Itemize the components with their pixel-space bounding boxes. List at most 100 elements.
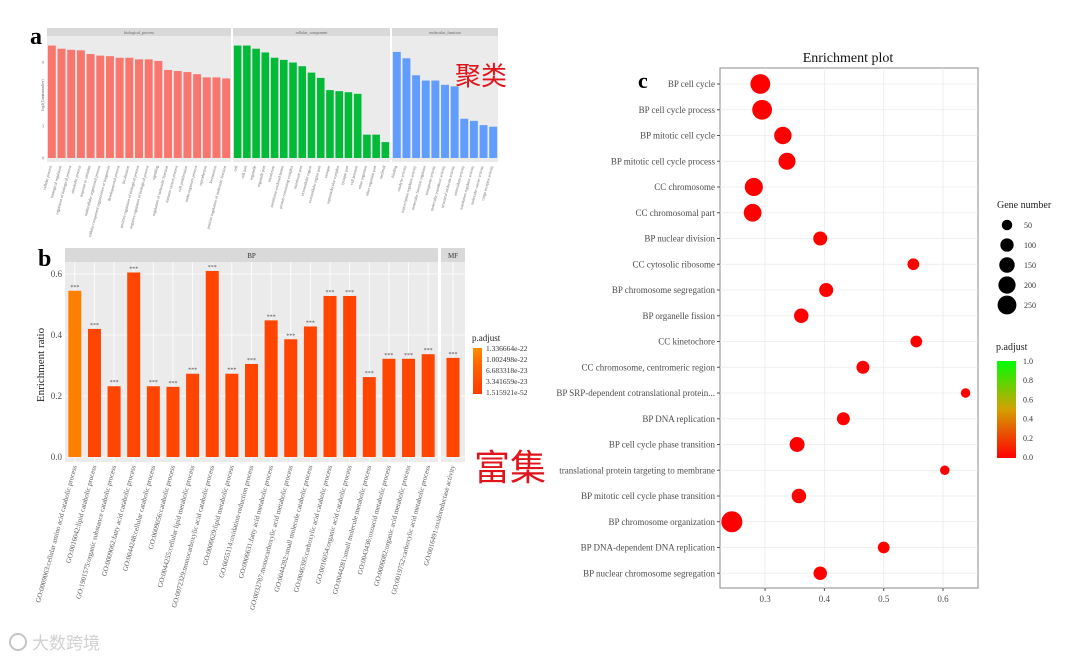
color-legend-label: 0.4 <box>1023 415 1033 424</box>
facet-strip <box>441 248 465 262</box>
data-point <box>877 541 890 554</box>
chart-title: Enrichment plot <box>803 51 894 66</box>
x-tick-label: membrane <box>266 165 275 183</box>
enrichment-annotation: 富集 <box>474 448 546 488</box>
x-tick-label: GO:0019752:carboxylic acid metabolic pro… <box>390 464 432 595</box>
data-point <box>778 152 796 170</box>
bar <box>303 326 317 457</box>
x-tick-label: cell part <box>240 164 248 179</box>
bar <box>87 328 101 457</box>
facet-strip-label: biological_process <box>124 30 154 35</box>
legend-colorbar <box>473 348 482 394</box>
y-tick-label: BP cell cycle <box>668 79 715 89</box>
bar <box>47 45 56 159</box>
facet-strip-label: MF <box>448 252 458 260</box>
bar <box>402 358 416 457</box>
x-tick-label: synapse <box>323 165 331 179</box>
x-tick-label: nucleoid <box>378 165 386 180</box>
size-legend-dot <box>1000 238 1014 252</box>
color-legend-bar <box>997 361 1016 458</box>
x-tick-label: GO:0006082:organic acid metabolic proces… <box>372 464 412 587</box>
bar <box>446 357 460 457</box>
bar <box>363 134 371 158</box>
bar <box>86 54 95 158</box>
bar <box>183 72 192 158</box>
data-point <box>907 258 920 271</box>
significance-label: *** <box>267 314 276 320</box>
x-tick-label: positive regulation of molecular functio… <box>205 165 227 230</box>
bar <box>261 52 270 158</box>
size-legend-label: 250 <box>1024 301 1036 310</box>
bar <box>402 58 411 158</box>
bar <box>392 51 401 159</box>
x-tick-label: signaling <box>151 165 160 180</box>
bar <box>205 270 219 457</box>
x-tick-label: synapse part <box>339 164 349 185</box>
bar <box>173 71 182 158</box>
y-tick-label: 6 <box>42 92 44 97</box>
bar <box>479 125 488 158</box>
significance-label: *** <box>247 358 256 364</box>
bar <box>353 93 362 158</box>
significance-label: *** <box>227 368 236 374</box>
significance-label: *** <box>168 381 177 387</box>
data-point <box>940 465 950 475</box>
bar <box>202 77 211 158</box>
x-tick-label: cellular process <box>42 165 53 191</box>
significance-label: *** <box>188 368 197 374</box>
bar <box>96 55 105 159</box>
significance-label: *** <box>306 320 315 326</box>
bar <box>107 386 121 457</box>
bar <box>166 386 180 457</box>
size-legend-label: 50 <box>1024 221 1032 230</box>
color-legend-label: 0.0 <box>1023 453 1033 462</box>
legend-label: 6.683318e-23 <box>486 366 528 375</box>
data-point <box>813 231 828 246</box>
y-tick-label: BP DNA-dependent DNA replication <box>581 543 716 553</box>
bar <box>105 56 114 158</box>
significance-label: *** <box>129 266 138 272</box>
bar <box>489 126 498 158</box>
size-legend-dot <box>997 295 1017 315</box>
bar <box>298 66 307 158</box>
facet-strip <box>233 28 390 36</box>
significance-label: *** <box>286 333 295 339</box>
x-tick-label: reproduction <box>198 165 208 186</box>
significance-label: *** <box>404 353 413 359</box>
data-point <box>752 99 773 120</box>
data-point <box>774 126 792 145</box>
data-point <box>960 388 971 398</box>
size-legend-title: Gene number <box>997 200 1052 211</box>
legend-label: 1.336664e-22 <box>486 344 528 353</box>
significance-label: *** <box>424 348 433 354</box>
watermark-logo-icon <box>9 633 27 651</box>
x-tick-label: 0.4 <box>819 594 831 604</box>
y-tick-label: CC chromosome, centromeric region <box>582 362 716 372</box>
bar <box>252 48 260 158</box>
y-tick-label: BP DNA replication <box>642 414 715 424</box>
size-legend-dot <box>998 276 1016 294</box>
bar <box>431 80 440 158</box>
data-point <box>856 360 870 374</box>
facet-strip <box>47 28 231 36</box>
bar <box>270 57 279 158</box>
bar <box>125 57 134 158</box>
y-tick-label: BP nuclear chromosome segregation <box>583 568 715 578</box>
legend-title: p.adjust <box>472 333 501 343</box>
bar <box>343 295 357 457</box>
panel-c-letter: c <box>638 68 648 93</box>
bar <box>326 90 334 158</box>
x-tick-label: organelle <box>248 165 257 181</box>
significance-label: *** <box>208 265 217 271</box>
bar <box>127 272 141 457</box>
x-tick-label: 0.5 <box>878 594 890 604</box>
y-tick-label: CC kinetochore <box>658 337 715 347</box>
bar <box>193 74 202 158</box>
bar <box>450 86 459 158</box>
y-axis-label: log2(Gene number) <box>40 79 45 111</box>
size-legend-label: 150 <box>1024 261 1036 270</box>
x-tick-label: GO:0016054:organic acid catabolic proces… <box>314 464 354 585</box>
y-tick-label: BP mitotic cell cycle phase transition <box>581 491 715 501</box>
bar <box>344 92 353 158</box>
y-tick-label: 0.4 <box>51 330 63 340</box>
